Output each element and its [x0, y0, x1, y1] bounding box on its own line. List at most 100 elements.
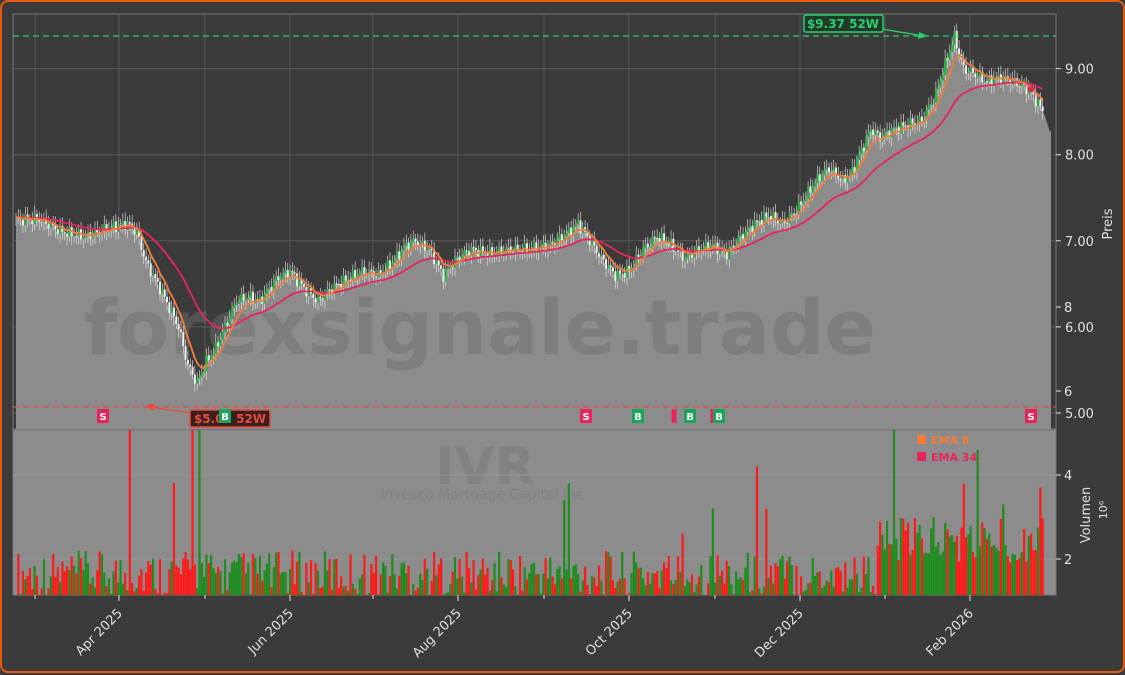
candle-body [347, 280, 349, 281]
volume-bar [243, 553, 245, 595]
volume-bar [236, 562, 238, 595]
volume-bar [147, 561, 149, 595]
candle-body [147, 260, 149, 263]
volume-bar [133, 591, 135, 595]
volume-bar [828, 582, 830, 595]
volume-bar [763, 587, 765, 595]
candle-body [140, 237, 142, 251]
volume-bar [538, 574, 540, 595]
candle-body [816, 174, 818, 183]
volume-bar [921, 538, 923, 595]
volume-bar [507, 559, 509, 595]
volume-bar [547, 579, 549, 595]
volume-bar [814, 576, 816, 595]
volume-bar [749, 592, 751, 595]
volume-bar [122, 584, 124, 595]
candle-body [50, 224, 52, 229]
volume-bar [154, 589, 156, 595]
volume-bar [677, 557, 679, 595]
volume-bar [326, 571, 328, 595]
candle-body [459, 257, 461, 260]
volume-bar [47, 588, 49, 595]
volume-bar [1018, 558, 1020, 595]
volume-bar [145, 573, 147, 595]
legend-label-ema34: EMA 34 [931, 451, 977, 464]
volume-bar [101, 554, 103, 595]
volume-bar [345, 586, 347, 595]
candle-body [212, 354, 214, 356]
volume-bar [240, 557, 242, 595]
volume-bar [475, 589, 477, 595]
volume-bar [698, 577, 700, 595]
volume-bar [635, 562, 637, 595]
volume-bar [795, 566, 797, 595]
price-y-tick-label: 6.00 [1065, 321, 1094, 336]
candle-body [315, 298, 317, 303]
volume-bar [398, 576, 400, 595]
candle-body [187, 360, 189, 365]
candle-body [66, 234, 68, 237]
volume-bar [637, 568, 639, 595]
candle-body [173, 307, 175, 316]
volume-bar [324, 551, 326, 595]
candle-body [902, 122, 904, 125]
volume-bar [136, 588, 138, 595]
volume-bar [259, 556, 261, 595]
candle-body [758, 220, 760, 221]
volume-bar [421, 580, 423, 595]
x-tick-label: Jun 2025 [245, 606, 297, 658]
volume-bar [493, 563, 495, 595]
signal-sell-marker [672, 409, 677, 423]
candle-body [933, 103, 935, 104]
volume-bar [905, 530, 907, 595]
volume-bar [166, 593, 168, 595]
candle-body [928, 105, 930, 110]
volume-bar [972, 552, 974, 595]
volume-bar [925, 553, 927, 595]
volume-bar [417, 588, 419, 595]
candle-body [180, 330, 182, 332]
volume-bar [503, 584, 505, 595]
candle-body [210, 356, 212, 359]
candle-body [867, 132, 869, 137]
candle-body [203, 371, 205, 373]
volume-bar [728, 566, 730, 595]
candle-body [626, 266, 628, 278]
candle-body [686, 254, 688, 259]
candle-body [802, 201, 804, 204]
volume-bar [33, 566, 35, 595]
candle-body [656, 238, 658, 239]
candle-body [559, 234, 561, 240]
signal-sell-label: S [582, 412, 589, 423]
volume-bar [568, 483, 570, 595]
candle-body [830, 171, 832, 172]
volume-bar [826, 581, 828, 595]
volume-bar [310, 560, 312, 595]
candle-body [245, 299, 247, 300]
volume-bar [333, 559, 335, 595]
volume-bar [491, 580, 493, 595]
candle-body [226, 323, 228, 326]
volume-bar [305, 563, 307, 595]
volume-bar [370, 564, 372, 595]
volume-bar [22, 571, 24, 595]
volume-bar [342, 586, 344, 595]
volume-bar [733, 594, 735, 595]
volume-bar [349, 554, 351, 595]
candle-body [751, 226, 753, 232]
candle-body [568, 228, 570, 233]
volume-bar [335, 559, 337, 595]
candle-body [791, 213, 793, 214]
volume-bar [545, 558, 547, 595]
candle-body [624, 273, 626, 277]
volume-bar [117, 583, 119, 595]
volume-bar [765, 509, 767, 595]
volume-bar [661, 571, 663, 595]
volume-bar [761, 593, 763, 595]
volume-bar [461, 577, 463, 595]
volume-bar [189, 569, 191, 595]
candle-body [394, 260, 396, 263]
volume-bar [865, 574, 867, 595]
candle-body [596, 245, 598, 253]
volume-bar [872, 586, 874, 595]
